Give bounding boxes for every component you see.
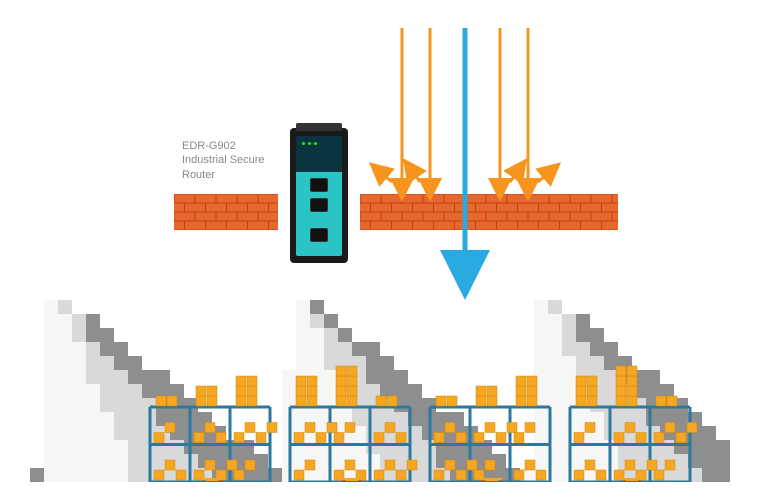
warehouse-scene (30, 292, 730, 482)
